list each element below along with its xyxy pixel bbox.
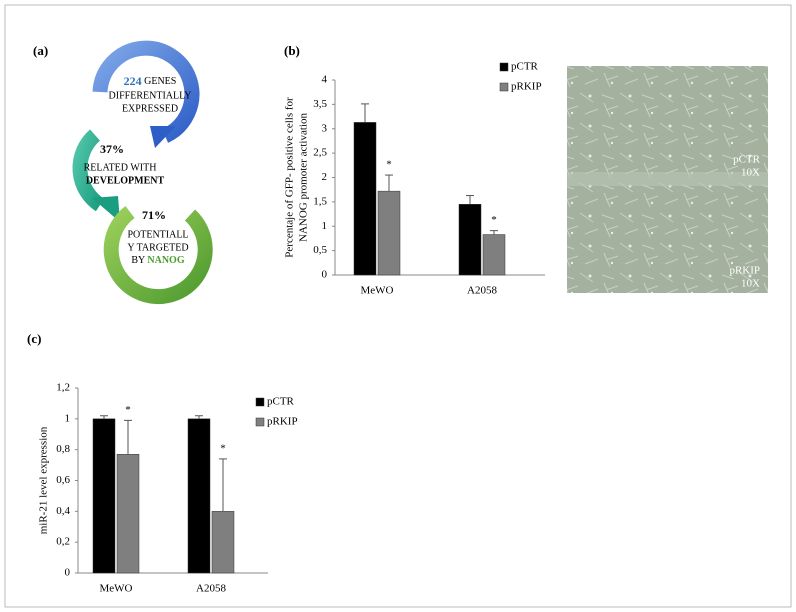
y-tick-label: 0,2	[56, 536, 70, 548]
bar	[377, 190, 401, 276]
bar	[187, 418, 211, 574]
text: BY	[131, 255, 145, 266]
photo-label: pRKIP	[729, 265, 760, 277]
y-tick-label: 2,5	[313, 147, 327, 159]
diagram-text: POTENTIALL	[127, 229, 188, 240]
arrow	[103, 206, 213, 305]
y-tick-label: 2	[322, 171, 328, 183]
bar	[482, 234, 506, 276]
legend-swatch	[255, 397, 265, 407]
significance: *	[220, 442, 226, 454]
keyword: DEVELOPMENT	[86, 175, 165, 186]
bar	[116, 454, 140, 574]
diagram-text: Y TARGETED	[127, 242, 188, 253]
legend-swatch	[499, 82, 509, 92]
y-axis-label: Percentaje of GFP- positive cells for	[284, 97, 296, 258]
y-tick-label: 1,2	[56, 382, 70, 394]
arrow	[92, 40, 200, 143]
y-tick-label: 4	[322, 74, 328, 86]
diagram-text: DIFFERENTIALLY	[109, 90, 192, 101]
panel-label: (a)	[33, 43, 48, 58]
photo-label: pCTR	[733, 154, 761, 166]
photo-label: 10X	[741, 278, 760, 290]
y-tick-label: 1	[322, 220, 328, 232]
number: 71%	[142, 208, 166, 222]
legend-label: pCTR	[511, 61, 539, 73]
number: 224	[124, 74, 142, 88]
diagram-text: 224 GENES	[124, 74, 177, 88]
photo-label: 10X	[741, 167, 760, 179]
y-axis-label: miR-21 level expression	[38, 426, 50, 534]
significance: *	[491, 214, 497, 226]
bar	[458, 204, 482, 276]
y-tick-label: 1,5	[313, 195, 327, 207]
legend-swatch	[255, 417, 265, 427]
y-tick-label: 0	[65, 567, 71, 579]
y-axis-label: NANOG promoter activation	[298, 113, 310, 242]
significance: *	[386, 159, 392, 171]
bar	[211, 511, 235, 574]
divider	[567, 172, 768, 186]
arrow-head	[150, 126, 176, 148]
legend-label: pRKIP	[267, 416, 298, 428]
bar	[92, 418, 116, 574]
y-tick-label: 3	[322, 122, 328, 134]
legend-swatch	[499, 62, 509, 72]
number: 37%	[100, 142, 124, 156]
x-tick-label: MeWO	[100, 583, 133, 595]
legend-label: pRKIP	[511, 81, 542, 93]
legend-label: pCTR	[267, 396, 295, 408]
diagram-text: RELATED WITH	[84, 162, 157, 173]
y-tick-label: 0,4	[56, 505, 70, 517]
bar	[353, 122, 377, 276]
keyword: NANOG	[147, 255, 184, 266]
photo: pCTR 10X pRKIP 10X	[567, 66, 768, 293]
y-tick-label: 1	[65, 412, 71, 424]
y-tick-label: 0,5	[313, 244, 327, 256]
diagram-text: BY NANOG	[131, 255, 184, 266]
panel-label: (c)	[27, 331, 41, 346]
x-tick-label: A2058	[467, 285, 497, 297]
y-tick-label: 0,8	[56, 443, 70, 455]
x-tick-label: MeWO	[361, 285, 394, 297]
text: GENES	[144, 76, 176, 87]
frame	[4, 4, 792, 608]
diagram: 224 GENES DIFFERENTIALLY EXPRESSED 37% R…	[72, 40, 213, 305]
significance: *	[125, 404, 131, 416]
panel-label: (b)	[284, 43, 300, 58]
diagram-text: EXPRESSED	[122, 103, 178, 114]
y-tick-label: 0	[322, 269, 328, 281]
arrow	[72, 129, 105, 212]
arrow-head	[92, 196, 120, 222]
y-tick-label: 0,6	[56, 474, 70, 486]
x-tick-label: A2058	[196, 583, 226, 595]
y-tick-label: 3,5	[313, 98, 327, 110]
